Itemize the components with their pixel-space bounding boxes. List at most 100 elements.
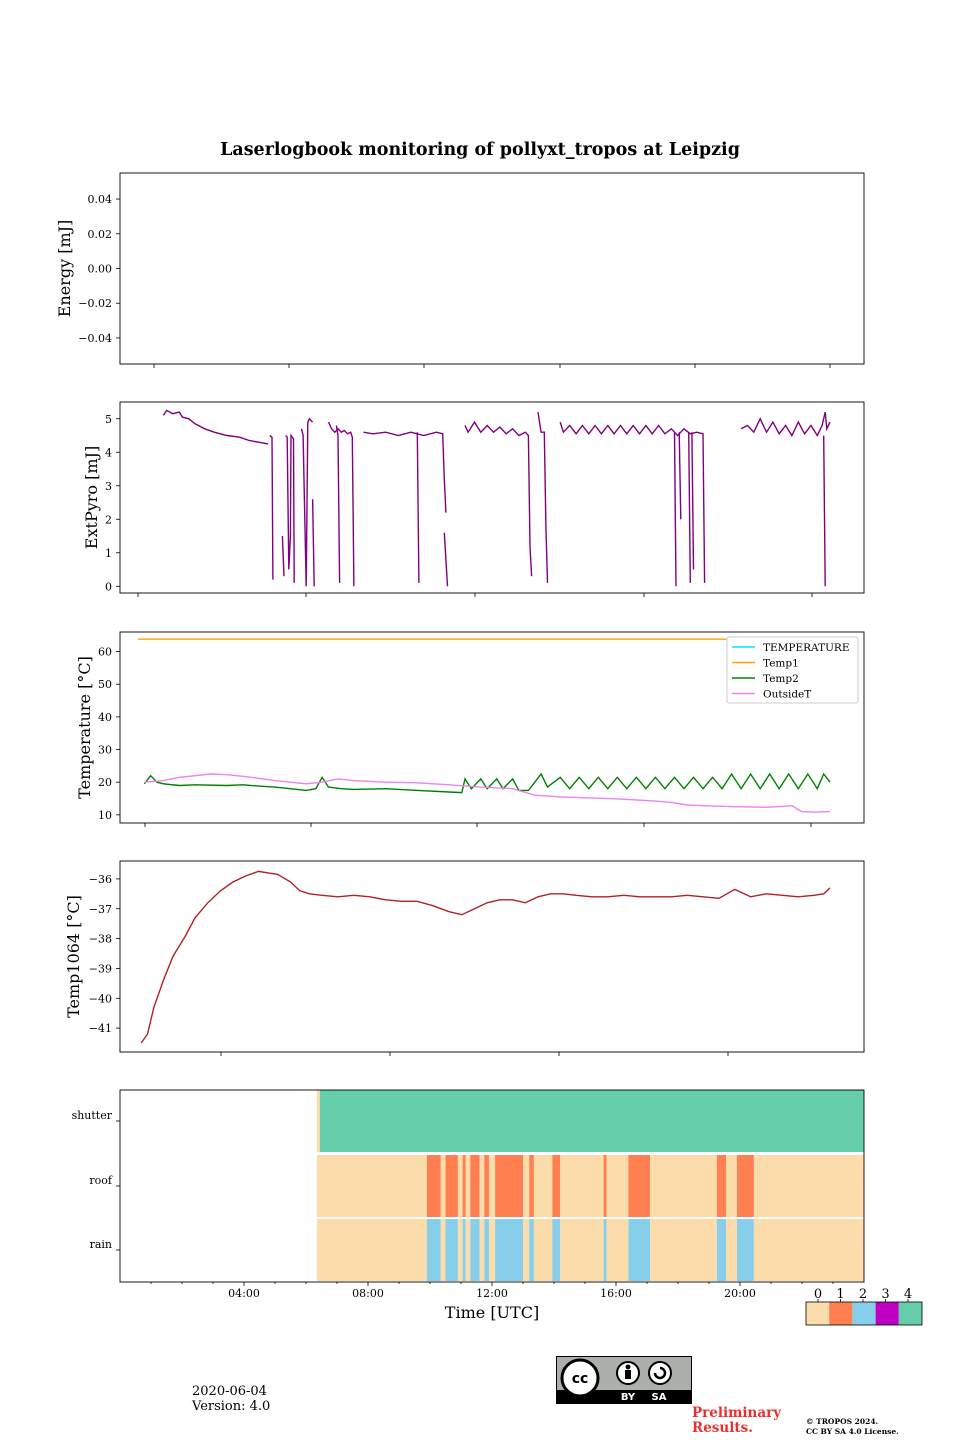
- copyright-notice: © TROPOS 2024. CC BY SA 4.0 License.: [806, 1417, 956, 1437]
- series-line-extpyro: [443, 532, 449, 587]
- status-cell-rain: [457, 1219, 463, 1281]
- status-cell-shutter: [319, 1090, 864, 1152]
- series-line-extpyro: [673, 432, 677, 587]
- status-cell-rain: [628, 1219, 651, 1281]
- cc-sa-text: SA: [652, 1392, 667, 1403]
- y-tick-label: 20: [98, 776, 112, 789]
- y-axis-label: ExtPyro [mJ]: [82, 446, 101, 549]
- series-line-extpyro: [335, 425, 341, 583]
- status-cell-roof: [606, 1155, 629, 1217]
- status-cell-rain: [736, 1219, 754, 1281]
- status-cell-roof: [716, 1155, 727, 1217]
- version-label: Version: 4.0: [192, 1399, 271, 1414]
- x-axis-label: Time [UTC]: [445, 1303, 539, 1322]
- copyright-line-2: CC BY SA 4.0 License.: [806, 1427, 899, 1436]
- chart-title: Laserlogbook monitoring of pollyxt_tropo…: [220, 140, 740, 160]
- status-cell-rain: [488, 1219, 496, 1281]
- status-cell-roof: [440, 1155, 446, 1217]
- colorbar-tick-label: 1: [836, 1287, 844, 1302]
- copyright-line-1: © TROPOS 2024.: [806, 1417, 879, 1426]
- x-tick-label: 20:00: [724, 1287, 756, 1300]
- cc-by-sa-badge: cc BY SA: [556, 1356, 692, 1404]
- legend-label-outsidet: OutsideT: [763, 689, 811, 701]
- status-cell-roof: [479, 1155, 485, 1217]
- y-axis-label: Energy [mJ]: [55, 220, 74, 318]
- y-tick-label: 0.04: [88, 193, 113, 206]
- panel-extpyro: 0 1 2 3 4 5 ExtPyro [mJ]: [82, 401, 865, 597]
- series-line-extpyro: [162, 409, 269, 445]
- x-tick-label: 12:00: [476, 1287, 508, 1300]
- cc-by-text: BY: [621, 1392, 636, 1403]
- status-cell-roof: [560, 1155, 604, 1217]
- status-cell-rain: [560, 1219, 604, 1281]
- plot-frame: [119, 860, 865, 1053]
- y-tick-label: −38: [89, 933, 112, 946]
- series-line-extpyro: [281, 535, 285, 577]
- y-tick-label: 4: [105, 446, 112, 459]
- series-line-extpyro: [537, 411, 549, 583]
- y-tick-label: 1: [105, 547, 112, 560]
- y-tick-label: 3: [105, 480, 112, 493]
- series-line-temp1064: [140, 870, 831, 1044]
- legend-label-temp1: Temp1: [763, 658, 799, 670]
- x-tick-label: 04:00: [228, 1287, 260, 1300]
- row-label-shutter: shutter: [72, 1109, 113, 1122]
- status-cell-roof: [650, 1155, 717, 1217]
- y-tick-label: −40: [89, 992, 112, 1005]
- x-tick-label: 16:00: [600, 1287, 632, 1300]
- series-line-extpyro: [300, 417, 314, 587]
- series-line-extpyro: [285, 433, 295, 583]
- status-cell-rain: [495, 1219, 523, 1281]
- y-tick-label: −41: [89, 1022, 112, 1035]
- panel-temp1064: −36 −37 −38 −39 −40 −41 Temp1064 [°C]: [64, 860, 865, 1056]
- status-cell-roof: [462, 1155, 466, 1217]
- status-cell-rain: [523, 1219, 530, 1281]
- series-line-extpyro: [678, 432, 682, 520]
- status-cell-roof: [753, 1155, 864, 1217]
- series-line-extpyro: [416, 432, 420, 583]
- status-cell-roof: [495, 1155, 523, 1217]
- status-cell-roof: [726, 1155, 737, 1217]
- legend-label-temp2: Temp2: [763, 673, 799, 685]
- y-tick-label: 0: [105, 580, 112, 593]
- y-tick-label: 0.02: [88, 228, 113, 241]
- status-cell-rain: [470, 1219, 480, 1281]
- y-tick-label: −0.04: [78, 332, 112, 345]
- colorbar-cell: [875, 1302, 899, 1325]
- series-line-extpyro: [691, 432, 695, 570]
- status-cell-rain: [462, 1219, 466, 1281]
- series-line-extpyro: [363, 431, 447, 513]
- colorbar-cell: [852, 1302, 876, 1325]
- status-cell-rain: [552, 1219, 561, 1281]
- status-cell-roof: [603, 1155, 607, 1217]
- series-line-extpyro: [464, 420, 533, 577]
- row-label-rain: rain: [90, 1238, 112, 1251]
- status-cell-roof: [426, 1155, 441, 1217]
- plot-frame: [119, 401, 865, 594]
- series-line-extpyro: [327, 421, 355, 587]
- colorbar-tick-label: 0: [814, 1287, 822, 1302]
- status-cell-roof: [465, 1155, 471, 1217]
- y-tick-label: 60: [98, 646, 112, 659]
- status-cell-rain: [753, 1219, 864, 1281]
- y-tick-label: 30: [98, 744, 112, 757]
- status-cell-rain: [445, 1219, 458, 1281]
- plot-frame: [119, 1089, 865, 1283]
- y-tick-label: 5: [105, 413, 112, 426]
- series-line-extpyro: [311, 499, 315, 587]
- status-cell-roof: [316, 1155, 427, 1217]
- series-line-extpyro: [740, 411, 831, 437]
- plot-frame: [119, 172, 865, 365]
- legend-box: [726, 636, 859, 704]
- status-cell-rain: [529, 1219, 534, 1281]
- colorbar-tick-label: 4: [904, 1287, 912, 1302]
- colorbar-tick-label: 3: [881, 1287, 889, 1302]
- y-tick-label: −0.02: [78, 297, 112, 310]
- series-line-extpyro: [559, 421, 706, 583]
- y-tick-label: −36: [89, 873, 112, 886]
- status-cell-roof: [628, 1155, 651, 1217]
- status-cell-rain: [426, 1219, 441, 1281]
- colorbar-cell: [898, 1302, 922, 1325]
